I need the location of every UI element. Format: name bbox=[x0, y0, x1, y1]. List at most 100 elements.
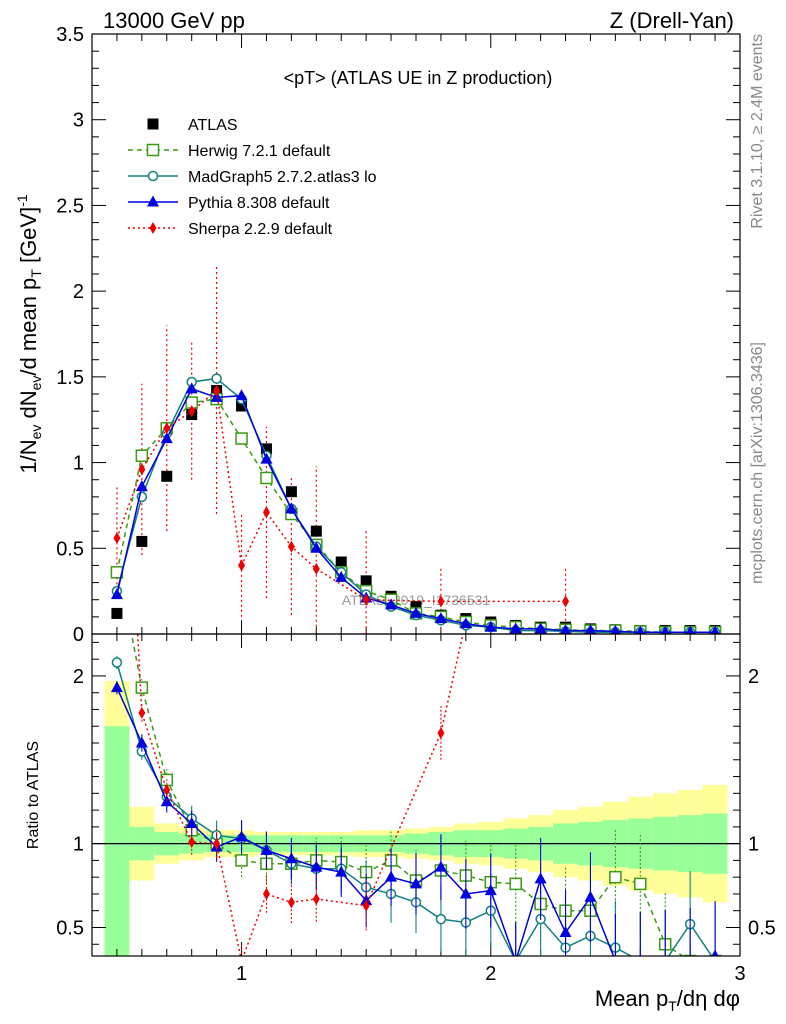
main-point-pythia bbox=[685, 625, 695, 634]
legend-marker-pythia bbox=[147, 195, 159, 207]
main-point-pythia bbox=[135, 480, 148, 492]
ratio-point-sherpa bbox=[562, 167, 569, 179]
main-point-sherpa bbox=[113, 532, 121, 544]
ratio-point-pythia bbox=[260, 843, 273, 855]
main-point-atlas bbox=[335, 556, 347, 568]
ratio-point-pythia bbox=[135, 736, 148, 748]
main-point-pythia bbox=[385, 598, 398, 610]
ratio-point-herwig bbox=[609, 870, 622, 884]
main-point-atlas bbox=[111, 607, 123, 619]
main-point-pythia bbox=[310, 541, 323, 553]
x-tick-label: 3 bbox=[734, 963, 745, 985]
ratio-point-herwig bbox=[683, 954, 697, 956]
ratio-series-sherpa bbox=[136, 167, 569, 956]
main-point-pythia bbox=[285, 502, 298, 514]
main-line-sherpa bbox=[116, 389, 566, 603]
ratio-y-tick-label-left: 2 bbox=[73, 666, 84, 688]
ratio-point-herwig bbox=[135, 681, 149, 694]
main-point-pythia bbox=[160, 432, 173, 444]
ratio-point-pythia bbox=[484, 884, 497, 896]
main-point-sherpa bbox=[562, 595, 570, 608]
main-y-tick-label: 0 bbox=[73, 624, 84, 646]
ratio-point-pythia bbox=[459, 887, 472, 899]
main-point-pythia bbox=[560, 624, 571, 634]
main-point-atlas bbox=[310, 525, 322, 537]
main-point-sherpa bbox=[262, 506, 270, 519]
main-point-atlas bbox=[236, 400, 248, 412]
header-left: 13000 GeV pp bbox=[103, 8, 245, 33]
ratio-point-sherpa bbox=[163, 783, 171, 796]
legend-marker-sherpa bbox=[149, 222, 157, 234]
ratio-point-sherpa bbox=[188, 835, 196, 848]
ratio-point-pythia bbox=[160, 795, 173, 807]
main-axis-ticks: 0 0.5 1 1.5 2 2.5 3 3.5 bbox=[56, 24, 741, 646]
ratio-point-pythia bbox=[110, 681, 123, 693]
ratio-axis-ticks: 0.5 0.5 1 1 2 2 1 2 3 bbox=[56, 634, 776, 985]
main-y-tick-label: 0.5 bbox=[56, 538, 84, 560]
main-point-pythia bbox=[534, 622, 547, 634]
legend-marker-atlas bbox=[147, 118, 159, 130]
main-y-tick-label: 1 bbox=[73, 453, 84, 475]
ratio-y-axis-label: Ratio to ATLAS bbox=[25, 741, 42, 849]
main-point-pythia bbox=[185, 382, 198, 394]
main-point-atlas bbox=[360, 575, 372, 587]
ratio-point-pythia bbox=[235, 830, 248, 842]
main-series-pythia bbox=[110, 382, 720, 634]
ratio-point-pythia bbox=[584, 890, 597, 902]
main-point-pythia bbox=[335, 570, 348, 582]
legend-marker-madgraph bbox=[147, 170, 159, 182]
main-panel: 0 0.5 1 1.5 2 2.5 3 3.5 ATLAS_2019_I1736531 <pT… bbox=[14, 24, 741, 646]
main-point-herwig bbox=[260, 471, 273, 485]
main-point-atlas bbox=[285, 486, 297, 498]
header-right: Z (Drell-Yan) bbox=[610, 8, 734, 33]
legend-label-atlas: ATLAS bbox=[188, 117, 238, 134]
main-point-pythia bbox=[110, 588, 123, 600]
main-point-sherpa bbox=[138, 463, 146, 476]
main-point-pythia bbox=[710, 625, 720, 634]
legend-label-pythia: Pythia 8.308 default bbox=[188, 195, 330, 212]
main-y-axis-label: 1/Nev dNev/d mean pT [GeV]-1 bbox=[14, 194, 44, 474]
ratio-point-madgraph bbox=[713, 955, 717, 956]
main-point-pythia bbox=[410, 606, 422, 618]
band-green bbox=[104, 726, 130, 956]
ratio-point-herwig bbox=[235, 854, 248, 867]
main-point-atlas bbox=[410, 601, 422, 613]
ratio-point-madgraph bbox=[514, 955, 518, 956]
ratio-point-herwig bbox=[634, 877, 647, 891]
ratio-point-sherpa bbox=[312, 892, 320, 905]
x-tick-label: 1 bbox=[236, 963, 247, 985]
main-point-sherpa bbox=[213, 384, 221, 397]
main-point-pythia bbox=[585, 624, 596, 634]
main-point-pythia bbox=[610, 624, 621, 634]
main-point-pythia bbox=[509, 622, 522, 634]
main-y-tick-label: 1.5 bbox=[56, 367, 84, 389]
ratio-point-madgraph bbox=[435, 913, 447, 925]
mcplots-label: mcplots.cern.ch [arXiv:1306.3436] bbox=[749, 342, 766, 584]
main-point-madgraph bbox=[211, 373, 222, 384]
legend-label-madgraph: MadGraph5 2.7.2.atlas3 lo bbox=[188, 169, 377, 186]
ratio-point-pythia bbox=[385, 870, 398, 882]
legend-label-sherpa: Sherpa 2.2.9 default bbox=[188, 221, 333, 238]
ratio-point-herwig bbox=[708, 954, 722, 956]
main-point-atlas bbox=[161, 470, 173, 482]
ratio-point-pythia bbox=[185, 817, 198, 829]
ratio-point-madgraph bbox=[638, 955, 642, 956]
ratio-point-pythia bbox=[360, 894, 373, 906]
ratio-point-sherpa bbox=[138, 706, 146, 719]
main-series-sherpa bbox=[113, 384, 570, 608]
ratio-point-sherpa bbox=[437, 726, 445, 739]
chart-title: <pT> (ATLAS UE in Z production) bbox=[284, 68, 553, 88]
ratio-point-pythia bbox=[285, 852, 298, 864]
ratio-y-tick-label-right: 0.5 bbox=[748, 917, 776, 939]
main-point-pythia bbox=[635, 625, 645, 634]
rivet-label: Rivet 3.1.10, ≥ 2.4M events bbox=[749, 34, 766, 229]
ratio-point-pythia bbox=[335, 865, 348, 877]
legend-label-herwig: Herwig 7.2.1 default bbox=[188, 143, 331, 160]
main-y-tick-label: 2 bbox=[73, 281, 84, 303]
ratio-series-herwig bbox=[130, 634, 722, 956]
main-point-herwig bbox=[235, 432, 248, 445]
ratio-point-pythia bbox=[434, 860, 447, 872]
x-tick-label: 2 bbox=[485, 963, 496, 985]
main-point-atlas bbox=[136, 535, 148, 547]
ratio-point-sherpa bbox=[213, 837, 221, 850]
